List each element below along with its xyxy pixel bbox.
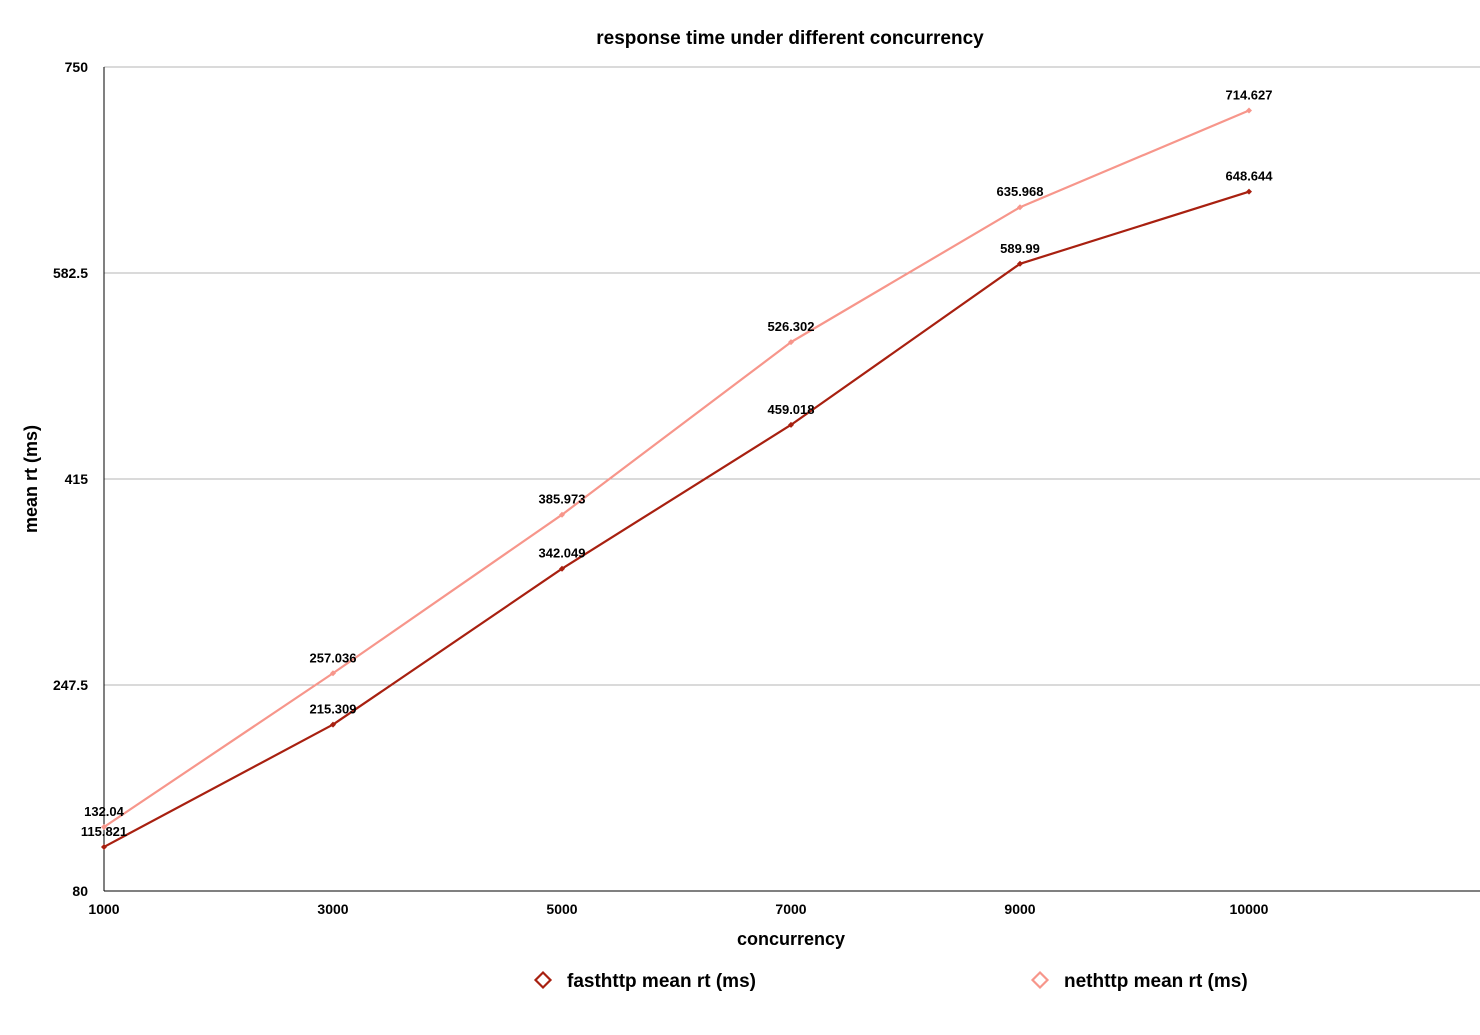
data-label: 526.302 <box>768 319 815 334</box>
data-point-marker <box>559 511 565 518</box>
x-tick-label: 10000 <box>1230 901 1269 917</box>
data-point-marker <box>101 843 107 850</box>
data-label: 635.968 <box>997 184 1044 199</box>
data-label: 215.309 <box>310 702 357 717</box>
chart-title: response time under different concurrenc… <box>596 28 984 49</box>
y-tick-label: 750 <box>65 59 89 75</box>
x-tick-label: 5000 <box>546 901 577 917</box>
x-tick-labels: 1000 3000 5000 7000 9000 10000 <box>88 901 1268 917</box>
y-tick-label: 415 <box>65 471 89 487</box>
series-line <box>103 190 1250 848</box>
y-axis-title: mean rt (ms) <box>21 425 41 533</box>
data-label: 342.049 <box>539 546 586 561</box>
y-tick-label: 247.5 <box>53 677 88 693</box>
data-label: 257.036 <box>310 650 357 665</box>
data-point-marker <box>1246 107 1252 114</box>
data-point-marker <box>1246 188 1252 195</box>
data-point-marker <box>330 721 336 728</box>
series-layer <box>101 107 1252 850</box>
legend-marker-icon <box>533 970 553 990</box>
data-point-marker <box>1017 260 1023 267</box>
data-label: 648.644 <box>1226 169 1274 184</box>
data-label: 132.04 <box>84 804 125 819</box>
data-point-marker <box>788 421 794 428</box>
legend-marker-icon <box>1030 970 1050 990</box>
data-point-marker <box>788 339 794 346</box>
data-label: 385.973 <box>539 492 586 507</box>
data-label: 589.99 <box>1000 241 1040 256</box>
data-label: 459.018 <box>768 402 815 417</box>
x-tick-label: 9000 <box>1004 901 1035 917</box>
grid-lines <box>104 66 1480 686</box>
data-point-marker <box>559 565 565 572</box>
legend-label: nethttp mean rt (ms) <box>1064 971 1248 992</box>
x-tick-label: 7000 <box>775 901 806 917</box>
legend: fasthttp mean rt (ms) nethttp mean rt (ms… <box>533 970 1248 992</box>
x-tick-label: 3000 <box>317 901 348 917</box>
y-tick-labels: 80 247.5 415 582.5 750 <box>53 59 88 899</box>
data-label: 115.821 <box>81 824 127 839</box>
legend-label: fasthttp mean rt (ms) <box>567 971 756 992</box>
data-point-marker <box>101 823 107 830</box>
data-label: 714.627 <box>1226 88 1273 103</box>
y-tick-label: 80 <box>72 883 88 899</box>
data-point-marker <box>330 670 336 677</box>
data-labels: 132.04 257.036 385.973 526.302 635.968 714.62… <box>81 88 1273 839</box>
data-point-marker <box>1017 204 1023 211</box>
series-line <box>103 109 1250 828</box>
x-axis-title: concurrency <box>737 929 845 949</box>
x-tick-label: 1000 <box>88 901 119 917</box>
y-tick-label: 582.5 <box>53 265 88 281</box>
